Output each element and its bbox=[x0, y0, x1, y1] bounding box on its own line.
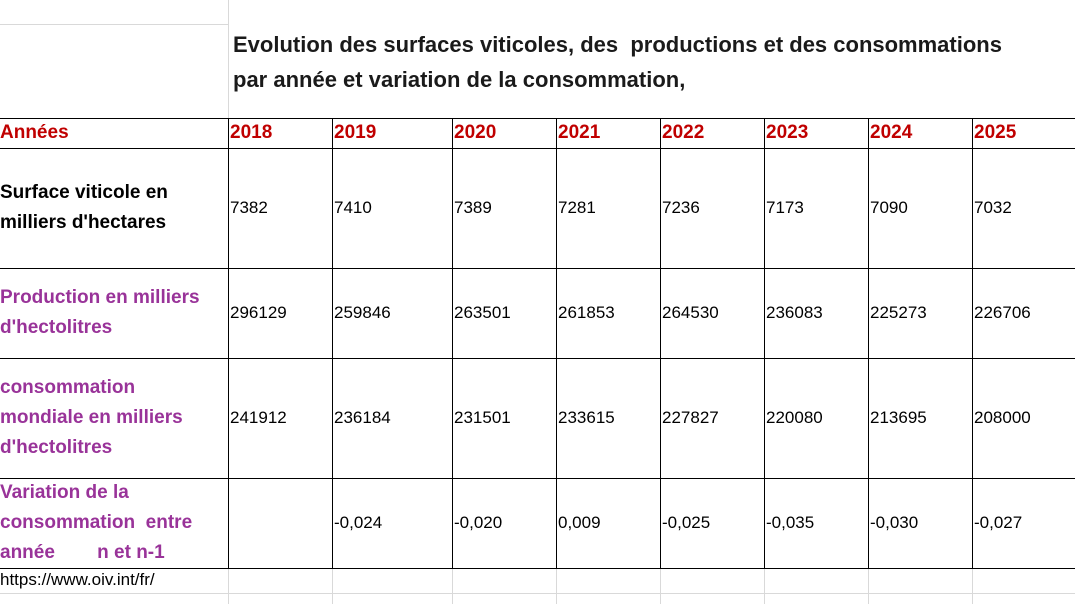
cell-row4-2024[interactable]: -0,030 bbox=[870, 513, 919, 532]
cell-row4-2022[interactable]: -0,025 bbox=[662, 513, 711, 532]
row-label-3[interactable]: consommation mondiale en milliers d'hect… bbox=[0, 377, 183, 458]
year-header-2024[interactable]: 2024 bbox=[870, 122, 913, 143]
year-header-2023[interactable]: 2023 bbox=[766, 122, 809, 143]
cell-row4-2025[interactable]: -0,027 bbox=[974, 513, 1023, 532]
table-border bbox=[0, 358, 1075, 359]
cell-row3-2020[interactable]: 231501 bbox=[454, 408, 511, 427]
cell-row2-2019[interactable]: 259846 bbox=[334, 303, 391, 322]
cell-row3-2025[interactable]: 208000 bbox=[974, 408, 1031, 427]
grid-line bbox=[764, 568, 765, 604]
year-header-2022[interactable]: 2022 bbox=[662, 122, 705, 143]
grid-line bbox=[0, 593, 1075, 594]
header-label-annees[interactable]: Années bbox=[0, 122, 69, 143]
cell-row3-2018[interactable]: 241912 bbox=[230, 408, 287, 427]
grid-line bbox=[868, 568, 869, 604]
cell-row3-2021[interactable]: 233615 bbox=[558, 408, 615, 427]
table-border bbox=[556, 118, 557, 568]
cell-row4-2019[interactable]: -0,024 bbox=[334, 513, 383, 532]
row-label-4[interactable]: Variation de la consommation entre année… bbox=[0, 482, 193, 563]
source-url[interactable]: https://www.oiv.int/fr/ bbox=[0, 570, 155, 589]
table-border bbox=[764, 118, 765, 568]
cell-row1-2022[interactable]: 7236 bbox=[662, 198, 700, 217]
cell-row2-2025[interactable]: 226706 bbox=[974, 303, 1031, 322]
row-label-1[interactable]: Surface viticole en milliers d'hectares bbox=[0, 182, 168, 233]
table-border bbox=[0, 148, 1075, 149]
year-header-2019[interactable]: 2019 bbox=[334, 122, 377, 143]
grid-line bbox=[0, 24, 228, 25]
grid-line bbox=[452, 568, 453, 604]
grid-line bbox=[228, 0, 229, 118]
table-border bbox=[972, 118, 973, 568]
cell-row3-2022[interactable]: 227827 bbox=[662, 408, 719, 427]
year-header-2018[interactable]: 2018 bbox=[230, 122, 273, 143]
cell-row4-2020[interactable]: -0,020 bbox=[454, 513, 503, 532]
cell-row4-2023[interactable]: -0,035 bbox=[766, 513, 815, 532]
table-border bbox=[660, 118, 661, 568]
cell-row1-2024[interactable]: 7090 bbox=[870, 198, 908, 217]
cell-row4-2021[interactable]: 0,009 bbox=[558, 513, 601, 532]
cell-row1-2025[interactable]: 7032 bbox=[974, 198, 1012, 217]
cell-row2-2021[interactable]: 261853 bbox=[558, 303, 615, 322]
cell-row1-2023[interactable]: 7173 bbox=[766, 198, 804, 217]
cell-row1-2018[interactable]: 7382 bbox=[230, 198, 268, 217]
grid-line bbox=[556, 568, 557, 604]
cell-row1-2019[interactable]: 7410 bbox=[334, 198, 372, 217]
cell-row2-2022[interactable]: 264530 bbox=[662, 303, 719, 322]
cell-row2-2024[interactable]: 225273 bbox=[870, 303, 927, 322]
table-border bbox=[452, 118, 453, 568]
year-header-2025[interactable]: 2025 bbox=[974, 122, 1017, 143]
row-label-2[interactable]: Production en milliers d'hectolitres bbox=[0, 287, 200, 338]
year-header-2020[interactable]: 2020 bbox=[454, 122, 497, 143]
cell-row2-2018[interactable]: 296129 bbox=[230, 303, 287, 322]
grid-line bbox=[332, 568, 333, 604]
table-border bbox=[0, 268, 1075, 269]
table-border bbox=[0, 118, 1075, 119]
cell-row3-2019[interactable]: 236184 bbox=[334, 408, 391, 427]
table-border bbox=[228, 118, 229, 568]
cell-row2-2020[interactable]: 263501 bbox=[454, 303, 511, 322]
cell-row4-2018[interactable] bbox=[228, 478, 332, 568]
sheet-title: Evolution des surfaces viticoles, des pr… bbox=[233, 27, 1002, 97]
cell-row2-2023[interactable]: 236083 bbox=[766, 303, 823, 322]
table-border bbox=[332, 118, 333, 568]
cell-row3-2024[interactable]: 213695 bbox=[870, 408, 927, 427]
table-border bbox=[0, 568, 1075, 569]
title-line-1: Evolution des surfaces viticoles, des pr… bbox=[233, 32, 1002, 57]
table-border bbox=[868, 118, 869, 568]
year-header-2021[interactable]: 2021 bbox=[558, 122, 601, 143]
cell-row1-2020[interactable]: 7389 bbox=[454, 198, 492, 217]
cell-row1-2021[interactable]: 7281 bbox=[558, 198, 596, 217]
cell-row3-2023[interactable]: 220080 bbox=[766, 408, 823, 427]
grid-line bbox=[972, 568, 973, 604]
grid-line bbox=[228, 568, 229, 604]
table-border bbox=[0, 478, 1075, 479]
title-line-2: par année et variation de la consommatio… bbox=[233, 67, 686, 92]
grid-line bbox=[660, 568, 661, 604]
